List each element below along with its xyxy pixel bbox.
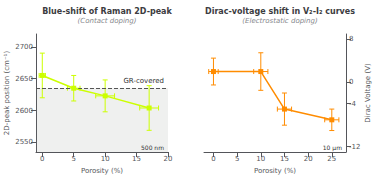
svg-text:20: 20	[164, 155, 173, 163]
svg-text:0: 0	[211, 155, 215, 163]
svg-text:GR-covered: GR-covered	[123, 77, 164, 85]
svg-text:2D-peak position (cm⁻¹): 2D-peak position (cm⁻¹)	[3, 51, 11, 136]
svg-text:-12: -12	[349, 143, 360, 151]
svg-text:2550: 2550	[15, 138, 33, 146]
svg-text:(Electrostatic doping): (Electrostatic doping)	[242, 17, 318, 25]
svg-text:5: 5	[71, 155, 75, 163]
svg-text:-4: -4	[349, 100, 357, 108]
svg-text:(Contact doping): (Contact doping)	[78, 17, 137, 25]
svg-text:2700: 2700	[15, 43, 33, 51]
svg-text:Porosity (%): Porosity (%)	[254, 167, 296, 175]
svg-text:Dirac Voltage (V): Dirac Voltage (V)	[364, 63, 372, 123]
svg-text:Blue-shift of Raman 2D-peak: Blue-shift of Raman 2D-peak	[42, 7, 172, 16]
svg-text:0: 0	[349, 78, 353, 86]
svg-text:500 nm: 500 nm	[141, 144, 164, 151]
svg-text:0: 0	[40, 155, 44, 163]
svg-text:15: 15	[132, 155, 141, 163]
svg-text:5: 5	[235, 155, 239, 163]
svg-text:Dirac-voltage shift in V₂-I₂ c: Dirac-voltage shift in V₂-I₂ curves	[205, 7, 355, 16]
svg-text:20: 20	[304, 155, 313, 163]
svg-text:Porosity (%): Porosity (%)	[81, 167, 123, 175]
svg-text:10: 10	[256, 155, 265, 163]
svg-text:2650: 2650	[15, 75, 33, 83]
svg-text:10: 10	[101, 155, 110, 163]
svg-text:25: 25	[327, 155, 336, 163]
svg-text:8: 8	[349, 35, 353, 43]
svg-text:2600: 2600	[15, 107, 33, 115]
svg-text:15: 15	[280, 155, 289, 163]
svg-text:10 μm: 10 μm	[323, 144, 342, 152]
